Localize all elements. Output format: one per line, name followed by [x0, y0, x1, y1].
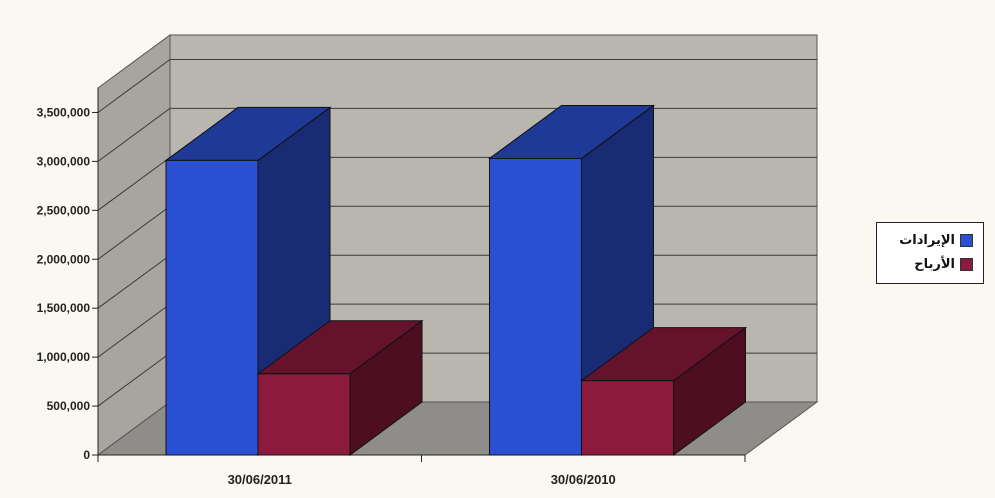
y-tick-label: 500,000: [47, 399, 91, 413]
bar: [257, 373, 351, 456]
y-tick-label: 2,000,000: [37, 252, 91, 266]
chart-side-wall: [97, 34, 171, 456]
bar: [489, 157, 582, 456]
bar: [165, 159, 259, 456]
legend-item-profit: الأرباح: [877, 252, 973, 276]
legend-item-revenue: الإيرادات: [877, 228, 973, 252]
x-tick-label: 30/06/2010: [551, 472, 616, 487]
y-tick-label: 1,000,000: [37, 350, 91, 364]
bar: [581, 380, 674, 456]
y-tick-label: 2,500,000: [37, 203, 91, 217]
y-tick-label: 3,000,000: [37, 154, 91, 168]
legend-label-profit: الأرباح: [914, 256, 955, 272]
x-tick-label: 30/06/2011: [228, 472, 292, 487]
legend-swatch-profit: [960, 257, 973, 271]
y-tick-label: 0: [83, 448, 90, 462]
y-tick-label: 1,500,000: [37, 301, 91, 315]
legend-swatch-revenue: [960, 233, 973, 247]
legend-label-revenue: الإيرادات: [899, 232, 955, 248]
legend: الإيرادات الأرباح: [876, 222, 984, 284]
gridline: [97, 58, 817, 113]
y-tick-label: 3,500,000: [37, 105, 91, 119]
